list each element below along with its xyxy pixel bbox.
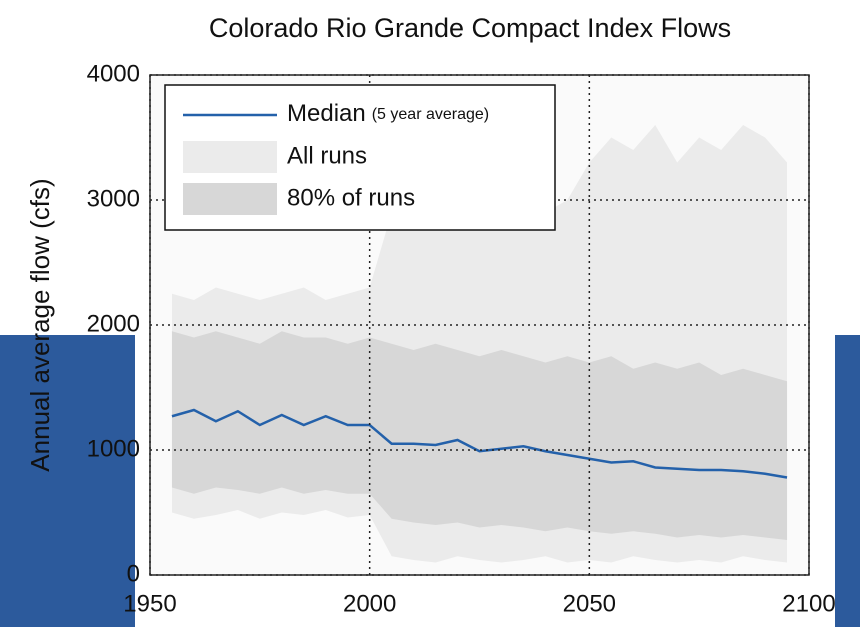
median-line: [171, 408, 788, 479]
chart-title: Colorado Rio Grande Compact Index Flows: [209, 13, 731, 43]
legend-swatch: [183, 141, 277, 173]
legend-swatch: [183, 183, 277, 215]
y-tick-label: 4000: [87, 60, 140, 87]
y-tick-label: 2000: [87, 310, 140, 337]
background-panel: [835, 335, 860, 627]
band-area: [171, 331, 788, 540]
x-tick-label: 2050: [563, 590, 616, 617]
x-tick-label: 1950: [123, 590, 176, 617]
x-tick-label: 2000: [343, 590, 396, 617]
legend-label: Median (5 year average): [287, 100, 489, 127]
legend-label-note: (5 year average): [372, 106, 489, 123]
plot-frame: [149, 74, 810, 576]
legend-label: 80% of runs: [287, 184, 415, 211]
legend-label-name: Median: [287, 100, 366, 127]
y-tick-label: 0: [127, 560, 140, 587]
y-tick-label: 1000: [87, 435, 140, 462]
x-tick-label: 2100: [782, 590, 835, 617]
y-tick-label: 3000: [87, 185, 140, 212]
y-axis-label: Annual average flow (cfs): [25, 178, 55, 471]
background-panel: [0, 335, 135, 627]
legend-label: All runs: [287, 142, 367, 169]
